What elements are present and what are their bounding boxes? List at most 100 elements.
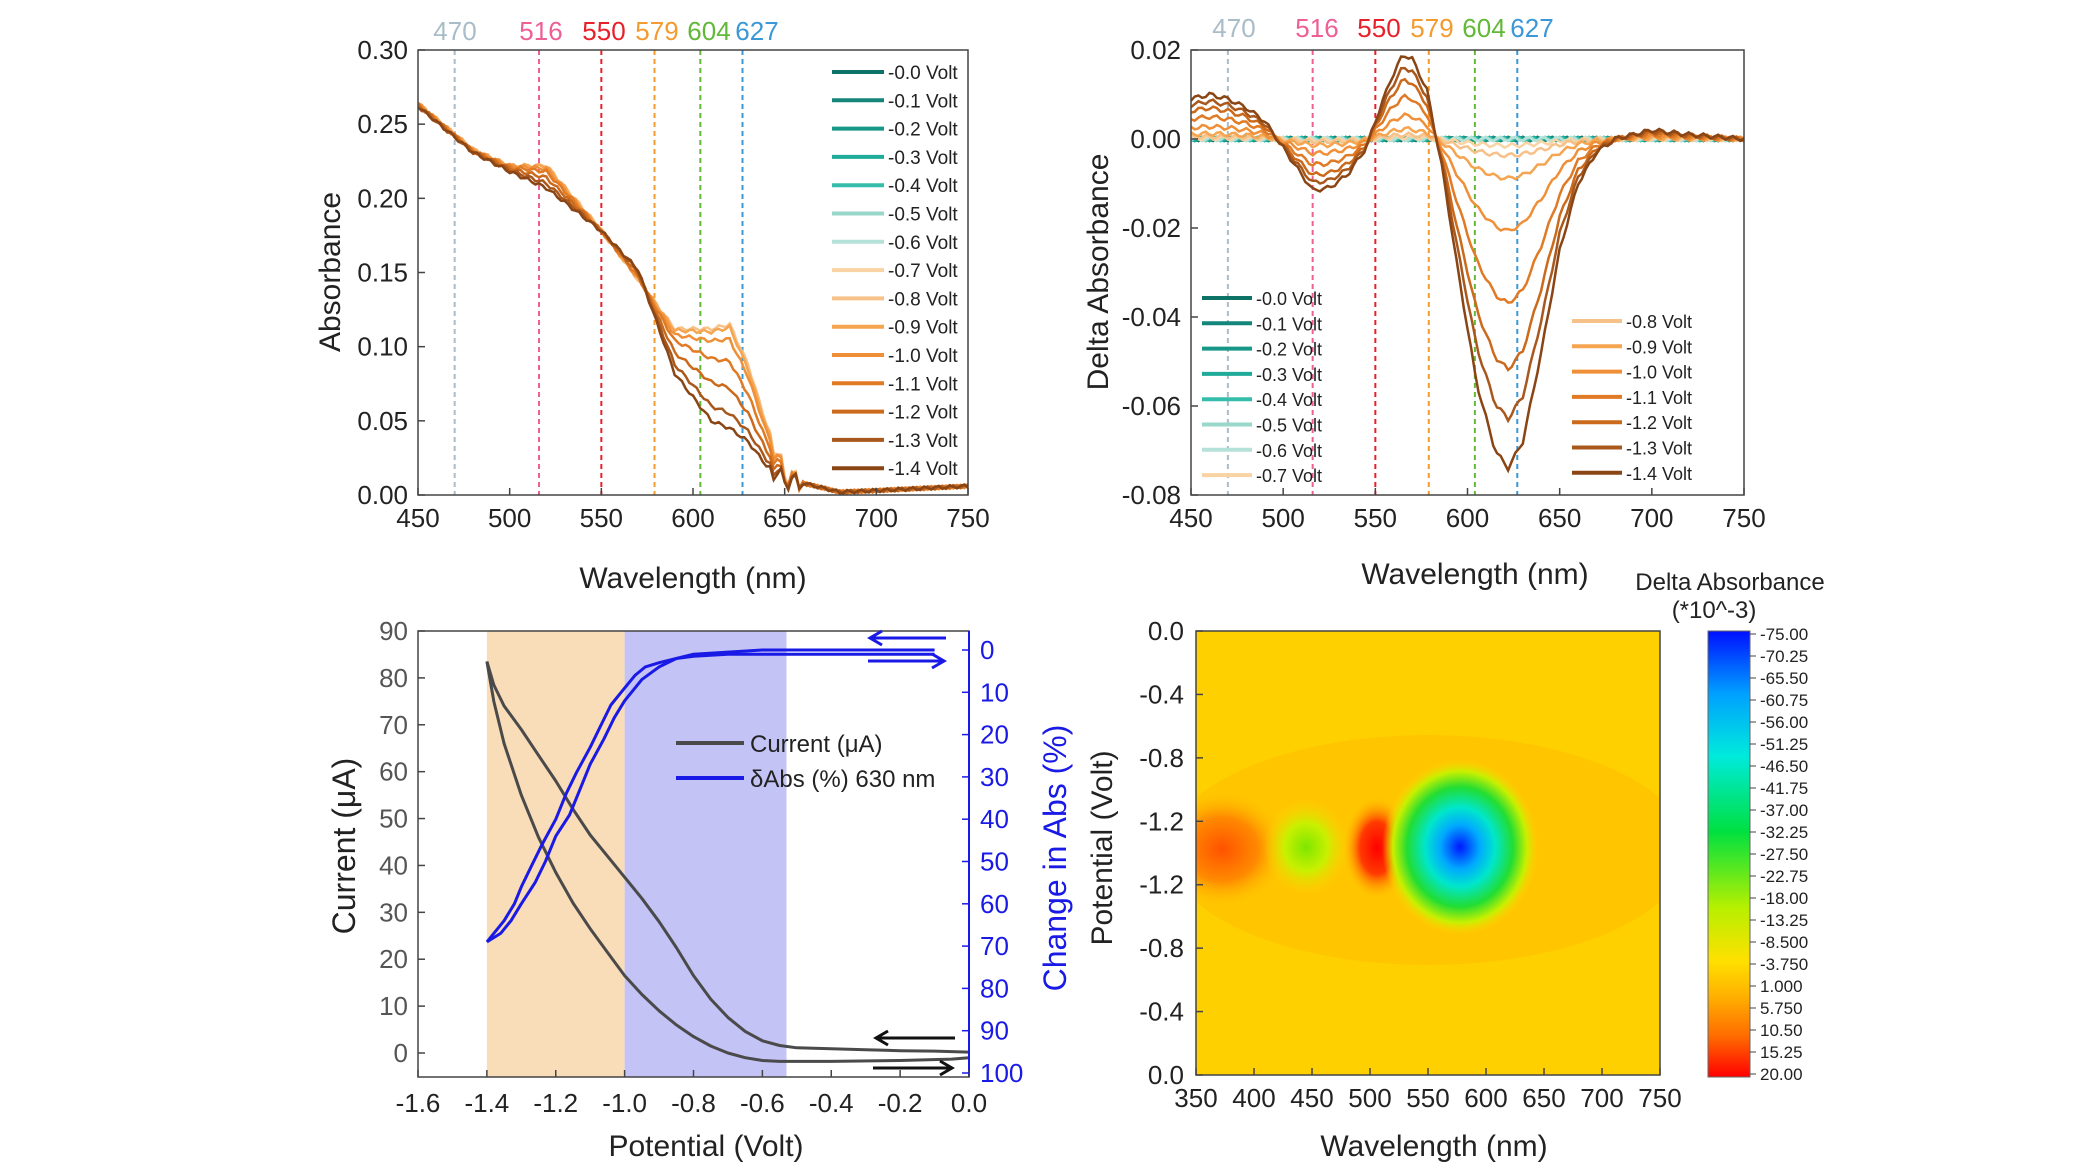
y-axis-ticks: 0 10 20 30 40 50 60 70 80 90 xyxy=(379,616,425,1068)
x-tick-label: 450 xyxy=(1290,1083,1333,1113)
legend-label: -0.8 Volt xyxy=(1626,312,1692,332)
heatmap-chart: 350 400 450 500 550 600 650 700 750 0.0 -0.4 -0.8 -… xyxy=(1086,569,1825,1163)
marker-label-627: 627 xyxy=(735,16,778,46)
x-tick-label: -1.2 xyxy=(533,1088,578,1118)
y-tick-label: -0.4 xyxy=(1139,997,1184,1027)
y-tick-label: -0.02 xyxy=(1122,213,1181,243)
colorbar-ticks: -75.00 -70.25 -65.50 -60.75 -56.00 -51.25 -46.… xyxy=(1750,625,1808,1084)
legend-label: -1.3 Volt xyxy=(1626,439,1692,459)
colorbar-tick-label: -51.25 xyxy=(1760,735,1808,754)
marker-label-516: 516 xyxy=(519,16,562,46)
y-tick-label: -1.2 xyxy=(1139,870,1184,900)
marker-label-516: 516 xyxy=(1295,13,1338,43)
series-line xyxy=(418,101,968,495)
y2-tick-label: 90 xyxy=(980,1016,1009,1046)
y-tick-label: 0.0 xyxy=(1148,616,1184,646)
colorbar-tick-label: 20.00 xyxy=(1760,1065,1803,1084)
x-tick-label: 450 xyxy=(1169,503,1212,533)
legend-label: -0.0 Volt xyxy=(888,63,958,84)
x-tick-label: 450 xyxy=(396,503,439,533)
y-tick-label: 0.05 xyxy=(357,406,408,436)
colorbar-unit: (*10^-3) xyxy=(1672,597,1757,624)
x-axis-ticks: 350 400 450 500 550 600 650 700 750 xyxy=(1174,1068,1682,1113)
marker-label-579: 579 xyxy=(635,16,678,46)
legend-label: -1.2 Volt xyxy=(1626,413,1692,433)
colorbar-tick-label: 15.25 xyxy=(1760,1043,1803,1062)
y2-tick-label: 10 xyxy=(980,677,1009,707)
x-axis-label: Wavelength (nm) xyxy=(579,562,806,595)
y-tick-label: -1.2 xyxy=(1139,806,1184,836)
colorbar-tick-label: -46.50 xyxy=(1760,757,1808,776)
y2-axis-ticks: 0 10 20 30 40 50 60 70 80 90 100 xyxy=(962,635,1023,1088)
series-lines xyxy=(418,101,968,495)
y-tick-label: -0.06 xyxy=(1122,391,1181,421)
legend-label: -0.9 Volt xyxy=(888,318,958,339)
y-tick-label: 60 xyxy=(379,757,408,787)
x-tick-label: 750 xyxy=(1638,1083,1681,1113)
series-line xyxy=(485,652,935,943)
y-tick-label: -0.4 xyxy=(1139,679,1184,709)
x-tick-label: 700 xyxy=(1630,503,1673,533)
y-tick-label: 0 xyxy=(394,1038,408,1068)
x-tick-label: -1.4 xyxy=(464,1088,509,1118)
marker-label-550: 550 xyxy=(1357,13,1400,43)
colorbar-tick-label: -13.25 xyxy=(1760,911,1808,930)
heatmap-spot-blue xyxy=(1382,759,1538,935)
absorbance-chart: 470 516 550 579 604 627 450 500 550 600 650 700 750… xyxy=(314,16,990,595)
colorbar-tick-label: -18.00 xyxy=(1760,889,1808,908)
series-line xyxy=(1191,55,1744,474)
legend-label: -0.6 Volt xyxy=(888,233,958,254)
legend-label: -1.2 Volt xyxy=(888,403,958,424)
x-tick-label: 350 xyxy=(1174,1083,1217,1113)
y-tick-label: 0.20 xyxy=(357,183,408,213)
marker-label-579: 579 xyxy=(1410,13,1453,43)
shaded-regions xyxy=(486,631,787,1077)
x-tick-label: 750 xyxy=(1722,503,1765,533)
arrow-right-blue xyxy=(868,652,947,670)
colorbar-title: Delta Absorbance xyxy=(1635,569,1824,596)
x-tick-label: 600 xyxy=(1464,1083,1507,1113)
marker-lines: 470 516 550 579 604 627 xyxy=(433,16,779,495)
colorbar-tick-label: -65.50 xyxy=(1760,669,1808,688)
y-tick-label: 0.02 xyxy=(1130,35,1181,65)
y-tick-label: 90 xyxy=(379,616,408,646)
shaded-region xyxy=(486,631,625,1077)
colorbar-gradient xyxy=(1707,630,1751,1078)
x-axis-label: Potential (Volt) xyxy=(608,1130,803,1163)
legend-label: -0.1 Volt xyxy=(1256,314,1322,334)
x-tick-label: 550 xyxy=(580,503,623,533)
x-tick-label: 700 xyxy=(1580,1083,1623,1113)
colorbar-tick-label: -60.75 xyxy=(1760,691,1808,710)
x-tick-label: 550 xyxy=(1354,503,1397,533)
colorbar-tick-label: 5.750 xyxy=(1760,999,1803,1018)
x-axis-ticks: 450 500 550 600 650 700 750 xyxy=(1169,488,1766,533)
x-tick-label: 700 xyxy=(855,503,898,533)
y2-tick-label: 50 xyxy=(980,847,1009,877)
colorbar-tick-label: -41.75 xyxy=(1760,779,1808,798)
legend-label: -0.8 Volt xyxy=(888,289,958,310)
y2-tick-label: 70 xyxy=(980,931,1009,961)
arrow-left-black xyxy=(873,1029,955,1047)
marker-label-470: 470 xyxy=(433,16,476,46)
heatmap-field xyxy=(1196,631,1660,1075)
series-lines xyxy=(1191,55,1744,474)
heatmap-spot-orange xyxy=(1196,791,1288,907)
legend-label-current: Current (μA) xyxy=(750,731,883,758)
marker-label-627: 627 xyxy=(1510,13,1553,43)
y-tick-label: 0.30 xyxy=(357,35,408,65)
y-tick-label: 0.15 xyxy=(357,258,408,288)
arrow-right-black xyxy=(873,1059,955,1077)
x-tick-label: -0.8 xyxy=(671,1088,716,1118)
x-axis-label: Wavelength (nm) xyxy=(1320,1130,1547,1163)
y2-tick-label: 60 xyxy=(980,889,1009,919)
legend-label: -0.5 Volt xyxy=(888,205,958,226)
legend-label: -1.4 Volt xyxy=(888,459,958,480)
y-axis-ticks: 0.00 0.05 0.10 0.15 0.20 0.25 0.30 xyxy=(357,35,425,510)
x-tick-label: 600 xyxy=(1446,503,1489,533)
series-line xyxy=(1191,125,1744,181)
heatmap-spot-green xyxy=(1263,799,1349,895)
legend: -0.0 Volt -0.1 Volt -0.2 Volt -0.3 Volt -0.4… xyxy=(832,63,958,480)
y-tick-label: 30 xyxy=(379,897,408,927)
x-axis-ticks: -1.6 -1.4 -1.2 -1.0 -0.8 -0.6 -0.4 -0.2 0.0 xyxy=(396,1070,987,1118)
